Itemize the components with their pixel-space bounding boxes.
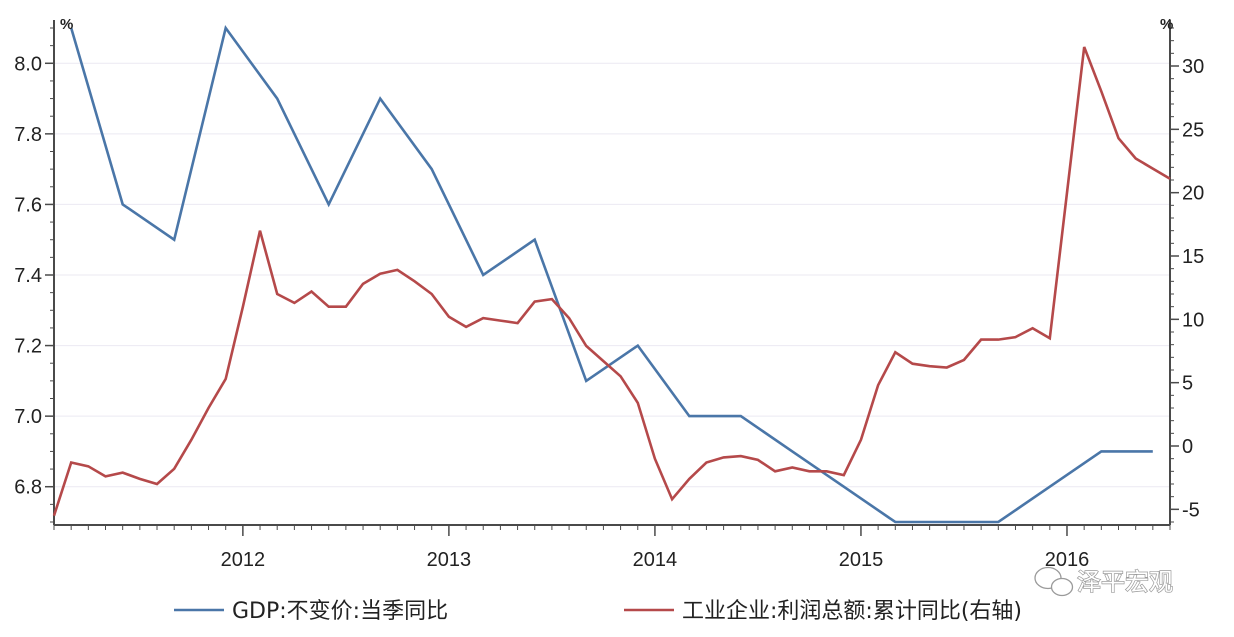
right-tick-label: 25 bbox=[1182, 119, 1204, 141]
left-tick-label: 7.2 bbox=[14, 336, 42, 358]
watermark-text: 泽平宏观 bbox=[1077, 568, 1173, 596]
legend-label-gdp: GDP:不变价:当季同比 bbox=[232, 599, 448, 624]
wechat-icon bbox=[1034, 566, 1074, 597]
right-tick-label: 20 bbox=[1182, 183, 1204, 205]
right-tick-label: -5 bbox=[1182, 499, 1200, 521]
right-tick-label: 5 bbox=[1182, 373, 1193, 395]
left-axis-unit: % bbox=[60, 16, 73, 33]
legend-label-profit: 工业企业:利润总额:累计同比(右轴) bbox=[682, 599, 1022, 624]
left-tick-label: 8.0 bbox=[14, 53, 42, 75]
x-tick-label: 2014 bbox=[633, 549, 678, 571]
x-tick-label: 2012 bbox=[221, 549, 266, 571]
series-lines bbox=[52, 24, 1171, 524]
axes: 6.8 7.0 7.2 7.4 7.6 7.8 8.0 -5 0 5 10 15 20 25 30 2012 2… bbox=[14, 20, 1204, 571]
left-tick-label: 6.8 bbox=[14, 477, 42, 499]
watermark: 泽平宏观 bbox=[1034, 566, 1174, 597]
right-tick-label: 15 bbox=[1182, 246, 1204, 268]
x-tick-label: 2015 bbox=[839, 549, 884, 571]
series-line-1 bbox=[52, 46, 1171, 517]
x-tick-label: 2016 bbox=[1045, 549, 1090, 571]
gridlines bbox=[54, 62, 1170, 488]
legend: GDP:不变价:当季同比 工业企业:利润总额:累计同比(右轴) bbox=[174, 599, 1022, 624]
right-tick-label: 0 bbox=[1182, 436, 1193, 458]
right-tick-label: 30 bbox=[1182, 56, 1204, 78]
right-axis-unit: % bbox=[1160, 16, 1173, 33]
left-tick-label: 7.4 bbox=[14, 265, 42, 287]
x-tick-label: 2013 bbox=[427, 549, 472, 571]
left-tick-label: 7.8 bbox=[14, 124, 42, 146]
left-tick-label: 7.0 bbox=[14, 406, 42, 428]
series-line-0 bbox=[69, 24, 1153, 524]
left-tick-label: 7.6 bbox=[14, 194, 42, 216]
right-tick-label: 10 bbox=[1182, 309, 1204, 331]
